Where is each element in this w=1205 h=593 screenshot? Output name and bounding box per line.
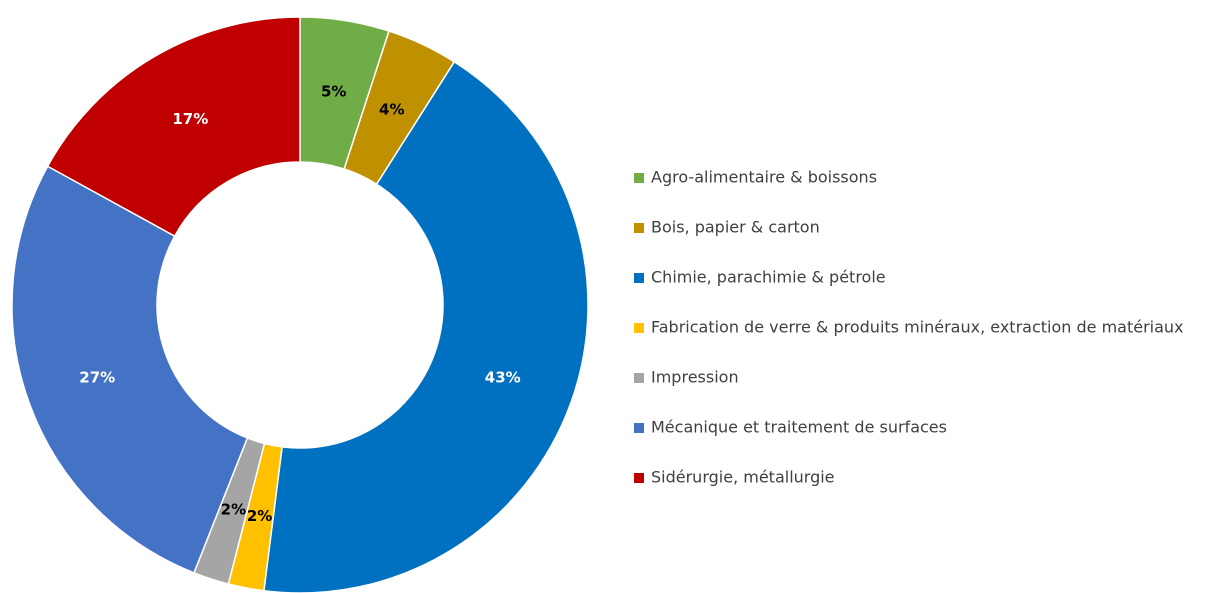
legend-swatch	[634, 473, 644, 483]
slice-label: 43%	[485, 368, 521, 386]
slice-label: 17%	[172, 110, 208, 128]
slice	[46, 16, 301, 238]
slice-label: 5%	[321, 83, 346, 101]
legend-text: Agro-alimentaire & boissons	[651, 168, 877, 187]
slice-label: 4%	[379, 101, 404, 119]
legend-text: Chimie, parachimie & pétrole	[651, 268, 886, 287]
slice-label: 2%	[247, 507, 272, 525]
legend-text: Impression	[651, 368, 739, 387]
legend-text: Bois, papier & carton	[651, 218, 820, 237]
legend-swatch	[634, 273, 644, 283]
slice-label: 27%	[79, 368, 115, 386]
slice	[263, 60, 589, 593]
legend-text: Sidérurgie, métallurgie	[651, 468, 835, 487]
legend-text: Mécanique et traitement de surfaces	[651, 418, 947, 437]
legend-swatch	[634, 173, 644, 183]
legend-text: Fabrication de verre & produits minéraux…	[651, 318, 1184, 337]
slice	[11, 165, 249, 574]
legend-swatch	[634, 223, 644, 233]
slice-label: 2%	[221, 500, 246, 518]
legend-swatch	[634, 323, 644, 333]
legend-swatch	[634, 423, 644, 433]
legend-swatch	[634, 373, 644, 383]
